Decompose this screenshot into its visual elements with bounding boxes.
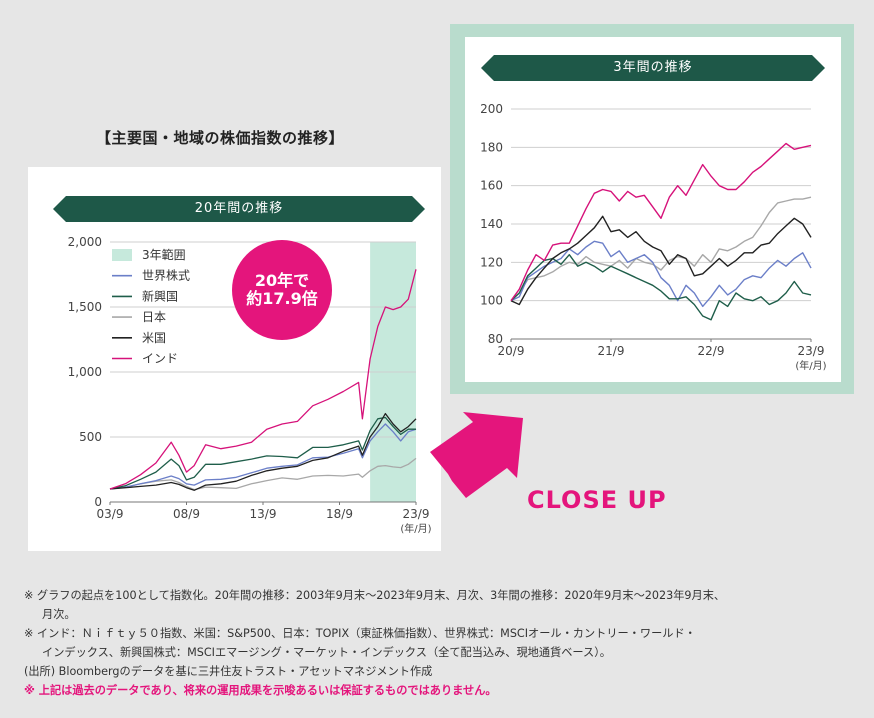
y-tick-label: 1,000 xyxy=(68,365,102,379)
series-line-india xyxy=(510,142,812,302)
y-tick-label: 2,000 xyxy=(68,235,102,249)
x-tick-label: 20/9 xyxy=(498,344,525,358)
legend-swatch xyxy=(112,249,132,261)
series-line-india xyxy=(109,269,417,490)
x-tick-label: 03/9 xyxy=(97,507,124,521)
legend-label: 米国 xyxy=(142,331,166,345)
legend-label: 新興国 xyxy=(142,288,178,303)
y-tick-label: 0 xyxy=(94,495,102,509)
series-line-us xyxy=(109,412,417,491)
y-tick-label: 120 xyxy=(480,255,503,269)
note-source: (出所) Bloombergのデータを基に三井住友トラスト・アセットマネジメント… xyxy=(24,665,433,678)
closeup-arrow-icon xyxy=(430,412,523,498)
series-line-world xyxy=(510,240,812,308)
note-1: ※ グラフの起点を100として指数化。20年間の推移：2003年9月末～2023… xyxy=(24,589,726,602)
chart-20y: 0 500 1,000 1,500 2,000 03/9 08/9 13/9 18/9 23/9(… xyxy=(68,235,432,535)
y-tick-label: 500 xyxy=(79,430,102,444)
x-tick-label: 13/9 xyxy=(250,507,277,521)
y-tick-label: 100 xyxy=(480,294,503,308)
chart-title-20y: 20年間の推移 xyxy=(53,196,425,222)
series-line-us xyxy=(510,215,812,306)
series-line-emerging xyxy=(510,253,812,321)
legend-label: 世界株式 xyxy=(142,268,190,283)
chart-card-3y xyxy=(465,37,841,382)
legend-label: インド xyxy=(142,352,178,366)
chart-title-3y: 3年間の推移 xyxy=(481,55,825,81)
legend-item: 新興国 xyxy=(112,288,178,303)
x-unit-label: (年/月) xyxy=(795,359,826,372)
y-tick-label: 180 xyxy=(480,140,503,154)
note-2: ※ インド：Ｎｉｆｔｙ５０指数、米国：S&P500、日本：TOPIX（東証株価指… xyxy=(24,627,696,640)
legend-item: 世界株式 xyxy=(112,268,190,283)
y-tick-label: 200 xyxy=(480,102,503,116)
y-tick-label: 80 xyxy=(488,332,503,346)
footnotes: ※ グラフの起点を100として指数化。20年間の推移：2003年9月末～2023… xyxy=(24,586,858,700)
note-disclaimer: ※ 上記は過去のデータであり、将来の運用成果を示唆あるいは保証するものではありま… xyxy=(24,684,497,697)
badge-line2: 約17.9倍 xyxy=(246,289,318,308)
legend-label: 日本 xyxy=(142,310,166,324)
legend-item: インド xyxy=(112,352,178,366)
y-tick-label: 140 xyxy=(480,217,503,231)
x-tick-label: 21/9 xyxy=(598,344,625,358)
main-title: 【主要国・地域の株価指数の推移】 xyxy=(96,129,345,147)
series-line-world xyxy=(109,423,417,490)
legend-label: 3年範囲 xyxy=(142,247,186,262)
closeup-label: CLOSE UP xyxy=(527,486,667,514)
series-line-japan xyxy=(109,457,417,491)
x-tick-label: 22/9 xyxy=(698,344,725,358)
y-tick-label: 1,500 xyxy=(68,300,102,314)
note-1-cont: 月次。 xyxy=(42,608,76,621)
legend-item: 日本 xyxy=(112,310,166,324)
x-tick-label: 23/9 xyxy=(403,507,430,521)
x-unit-label: (年/月) xyxy=(400,522,431,535)
growth-badge: 20年で 約17.9倍 xyxy=(232,240,332,340)
legend-item: 3年範囲 xyxy=(112,247,186,262)
series-line-japan xyxy=(510,196,812,302)
badge-line1: 20年で xyxy=(254,270,310,290)
y-tick-label: 160 xyxy=(480,179,503,193)
chart-3y: 80 100 120 140 160 180 200 20/9 21/9 22/9 23/9(年/月… xyxy=(480,102,827,372)
legend-item: 米国 xyxy=(112,331,166,345)
x-tick-label: 08/9 xyxy=(173,507,200,521)
x-tick-label: 18/9 xyxy=(326,507,353,521)
x-tick-label: 23/9 xyxy=(798,344,825,358)
note-2-cont: インデックス、新興国株式：MSCIエマージング・マーケット・インデックス（全て配… xyxy=(42,646,611,659)
